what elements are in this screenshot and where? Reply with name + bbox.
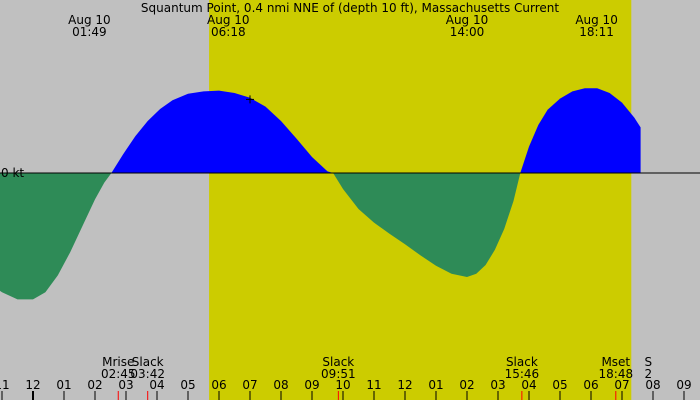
top-event-time: 01:49 [72, 25, 107, 39]
hour-tick-label: 07 [242, 378, 257, 392]
bottom-event-name: S [645, 355, 653, 369]
hour-tick-label: 04 [521, 378, 536, 392]
bottom-event-time: 18:48 [599, 367, 634, 381]
bottom-event-time: 09:51 [321, 367, 356, 381]
bottom-event-name: Mset [601, 355, 630, 369]
hour-tick-label: 06 [211, 378, 226, 392]
top-event-time: 14:00 [450, 25, 485, 39]
hour-tick-label: 12 [397, 378, 412, 392]
bottom-event-time: 03:42 [130, 367, 165, 381]
hour-axis: 11 12 01 02 03 04 05 06 07 08 09 10 11 12 01 02 03 04 05 06… [0, 378, 692, 400]
hour-tick-label: 09 [304, 378, 319, 392]
hour-tick-label: 04 [149, 378, 164, 392]
top-event-date: Aug 10 [575, 13, 618, 27]
top-event-time: 18:11 [579, 25, 614, 39]
hour-tick-label: 06 [583, 378, 598, 392]
hour-tick-label: 08 [645, 378, 660, 392]
top-event-time: 06:18 [211, 25, 246, 39]
hour-tick-label: 03 [490, 378, 505, 392]
hour-tick-label: 05 [552, 378, 567, 392]
flood-area [520, 88, 641, 173]
current-areas [0, 88, 641, 300]
bottom-event-name: Slack [132, 355, 164, 369]
bottom-event-time: 02:45 [101, 367, 136, 381]
hour-tick-label: 10 [335, 378, 350, 392]
hour-tick-label: 11 [0, 378, 10, 392]
bottom-event-name: Slack [506, 355, 538, 369]
zero-kt-label: 0 kt [1, 166, 24, 180]
bottom-event-time: 2 [645, 367, 653, 381]
hour-tick-label: 01 [428, 378, 443, 392]
ebb-area [333, 173, 521, 277]
bottom-event-time: 15:46 [505, 367, 540, 381]
ebb-area [0, 173, 112, 300]
bottom-event-name: Slack [322, 355, 354, 369]
hour-tick-label: 02 [87, 378, 102, 392]
hour-tick-label: 05 [180, 378, 195, 392]
hour-tick-label: 11 [366, 378, 381, 392]
bottom-event-labels: Mrise02:45Slack03:42Slack09:51Slack15:46… [101, 355, 652, 381]
hour-tick-label: 08 [273, 378, 288, 392]
cursor-mark [246, 95, 254, 104]
hour-tick-label: 03 [118, 378, 133, 392]
hour-tick-label: 01 [56, 378, 71, 392]
hour-tick-label: 07 [614, 378, 629, 392]
hour-tick-label: 02 [459, 378, 474, 392]
bottom-event-name: Mrise [102, 355, 134, 369]
hour-tick-label: 12 [25, 378, 40, 392]
chart-title: Squantum Point, 0.4 nmi NNE of (depth 10… [141, 1, 559, 15]
top-event-date: Aug 10 [446, 13, 489, 27]
flood-area [111, 90, 334, 173]
top-event-date: Aug 10 [207, 13, 250, 27]
top-event-date: Aug 10 [68, 13, 111, 27]
hour-tick-label: 09 [676, 378, 691, 392]
